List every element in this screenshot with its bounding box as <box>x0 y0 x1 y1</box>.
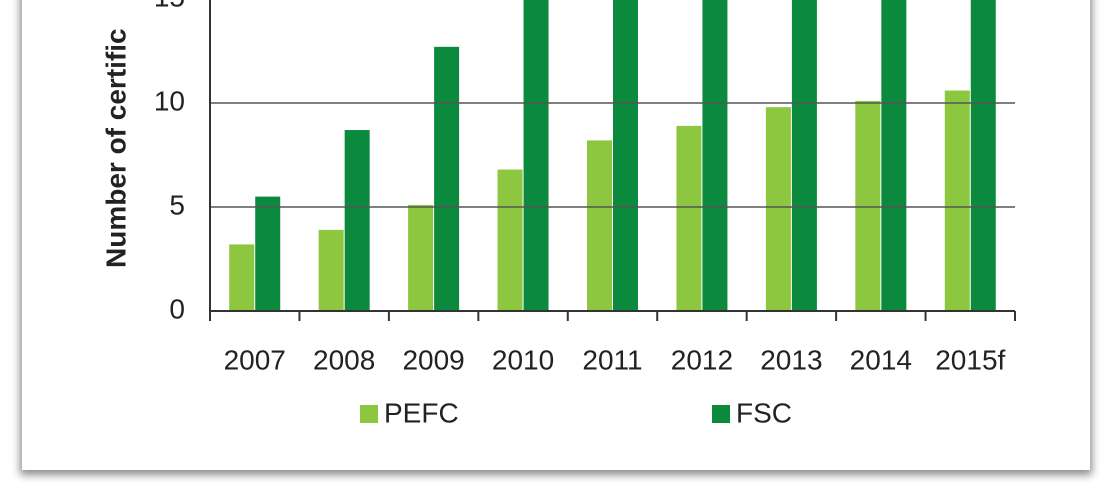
bar <box>344 130 370 311</box>
bar <box>523 0 549 312</box>
bar <box>791 0 817 312</box>
chart-frame <box>22 0 1090 470</box>
x-tick-label: 2010 <box>492 344 554 375</box>
x-tick-label: 2007 <box>224 344 286 375</box>
bar <box>702 0 728 311</box>
bar <box>229 244 255 311</box>
y-tick-label: 15 <box>154 0 185 12</box>
x-tick-label: 2014 <box>850 344 912 375</box>
bar <box>765 107 791 311</box>
y-tick-label: 0 <box>169 293 185 324</box>
x-tick-label: 2009 <box>402 344 464 375</box>
bar <box>318 229 344 311</box>
x-tick-label: 2015f <box>935 344 1005 375</box>
bar <box>855 100 881 311</box>
legend-label: PEFC <box>384 397 459 428</box>
y-axis-label: Number of certific <box>100 28 131 268</box>
bar <box>676 125 702 311</box>
legend-swatch <box>712 405 730 423</box>
y-tick-label: 5 <box>169 189 185 220</box>
bar <box>944 90 970 312</box>
bar <box>497 169 523 311</box>
legend-swatch <box>360 405 378 423</box>
bar <box>881 0 907 312</box>
bar <box>587 140 612 311</box>
legend-label: FSC <box>736 397 792 428</box>
x-tick-label: 2012 <box>671 344 733 375</box>
x-tick-label: 2008 <box>313 344 375 375</box>
bar <box>434 46 460 312</box>
bar <box>613 0 638 311</box>
y-tick-label: 10 <box>154 85 185 116</box>
bar <box>408 204 434 311</box>
bar <box>970 0 996 311</box>
bar <box>255 196 281 311</box>
x-tick-label: 2011 <box>582 344 642 375</box>
x-tick-label: 2013 <box>760 344 822 375</box>
